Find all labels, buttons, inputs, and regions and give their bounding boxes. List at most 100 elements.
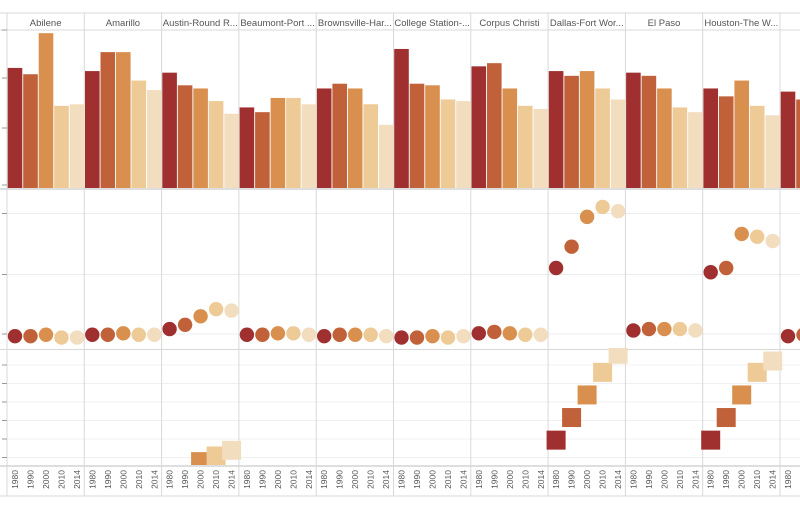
square-mark[interactable]	[222, 441, 241, 460]
circle-mark[interactable]	[255, 328, 269, 342]
bar-mark[interactable]	[487, 63, 502, 188]
square-mark[interactable]	[609, 348, 628, 364]
square-mark[interactable]	[717, 408, 736, 427]
square-mark[interactable]	[578, 385, 597, 404]
square-mark[interactable]	[562, 408, 581, 427]
bar-mark[interactable]	[363, 104, 378, 188]
bar-mark[interactable]	[286, 98, 301, 188]
bar-mark[interactable]	[673, 107, 688, 188]
circle-mark[interactable]	[162, 322, 176, 336]
bar-mark[interactable]	[580, 71, 595, 188]
bar-mark[interactable]	[518, 106, 533, 188]
bar-mark[interactable]	[101, 52, 116, 188]
bar-mark[interactable]	[595, 88, 610, 188]
bar-mark[interactable]	[441, 100, 456, 188]
circle-mark[interactable]	[70, 330, 84, 344]
bar-mark[interactable]	[39, 33, 54, 188]
bar-mark[interactable]	[209, 101, 224, 188]
bar-mark[interactable]	[564, 76, 579, 188]
circle-mark[interactable]	[673, 322, 687, 336]
circle-mark[interactable]	[487, 325, 501, 339]
bar-mark[interactable]	[410, 84, 425, 188]
circle-mark[interactable]	[101, 328, 115, 342]
circle-mark[interactable]	[735, 227, 749, 241]
circle-mark[interactable]	[626, 323, 640, 337]
bar-mark[interactable]	[348, 88, 363, 188]
bar-mark[interactable]	[796, 100, 800, 188]
square-mark[interactable]	[701, 431, 720, 450]
circle-mark[interactable]	[286, 326, 300, 340]
bar-mark[interactable]	[688, 112, 703, 188]
circle-mark[interactable]	[85, 328, 99, 342]
bar-mark[interactable]	[8, 68, 23, 188]
circle-mark[interactable]	[719, 261, 733, 275]
circle-mark[interactable]	[224, 303, 238, 317]
bar-mark[interactable]	[503, 88, 518, 188]
bar-mark[interactable]	[116, 52, 131, 188]
bar-mark[interactable]	[626, 73, 641, 188]
circle-mark[interactable]	[796, 328, 800, 342]
bar-mark[interactable]	[642, 76, 657, 188]
circle-mark[interactable]	[317, 329, 331, 343]
bar-mark[interactable]	[224, 114, 239, 188]
bar-mark[interactable]	[147, 90, 162, 188]
circle-mark[interactable]	[503, 326, 517, 340]
bar-mark[interactable]	[750, 106, 765, 188]
bar-mark[interactable]	[240, 107, 255, 188]
circle-mark[interactable]	[271, 326, 285, 340]
bar-mark[interactable]	[317, 88, 332, 188]
circle-mark[interactable]	[410, 330, 424, 344]
circle-mark[interactable]	[549, 261, 563, 275]
circle-mark[interactable]	[364, 328, 378, 342]
bar-mark[interactable]	[456, 101, 471, 188]
circle-mark[interactable]	[425, 329, 439, 343]
circle-mark[interactable]	[333, 328, 347, 342]
circle-mark[interactable]	[441, 330, 455, 344]
circle-mark[interactable]	[147, 328, 161, 342]
bar-mark[interactable]	[703, 88, 718, 188]
bar-mark[interactable]	[70, 104, 85, 188]
bar-mark[interactable]	[765, 115, 780, 188]
circle-mark[interactable]	[116, 326, 130, 340]
bar-mark[interactable]	[534, 109, 549, 188]
circle-mark[interactable]	[23, 329, 37, 343]
bar-mark[interactable]	[85, 71, 100, 188]
bar-mark[interactable]	[255, 112, 270, 188]
circle-mark[interactable]	[688, 323, 702, 337]
circle-mark[interactable]	[302, 328, 316, 342]
circle-mark[interactable]	[766, 234, 780, 248]
circle-mark[interactable]	[132, 328, 146, 342]
square-mark[interactable]	[763, 352, 782, 371]
bar-mark[interactable]	[394, 49, 409, 188]
bar-mark[interactable]	[734, 81, 749, 188]
bar-mark[interactable]	[719, 96, 734, 188]
circle-mark[interactable]	[394, 330, 408, 344]
circle-mark[interactable]	[534, 328, 548, 342]
circle-mark[interactable]	[193, 309, 207, 323]
circle-mark[interactable]	[781, 329, 795, 343]
circle-mark[interactable]	[178, 318, 192, 332]
square-mark[interactable]	[593, 363, 612, 382]
bar-mark[interactable]	[472, 66, 487, 188]
circle-mark[interactable]	[611, 204, 625, 218]
bar-mark[interactable]	[781, 92, 796, 188]
bar-mark[interactable]	[162, 73, 177, 188]
square-mark[interactable]	[547, 431, 566, 450]
circle-mark[interactable]	[580, 210, 594, 224]
bar-mark[interactable]	[302, 104, 317, 188]
circle-mark[interactable]	[564, 240, 578, 254]
circle-mark[interactable]	[379, 329, 393, 343]
circle-mark[interactable]	[595, 200, 609, 214]
circle-mark[interactable]	[704, 265, 718, 279]
bar-mark[interactable]	[132, 81, 147, 188]
circle-mark[interactable]	[8, 329, 22, 343]
bar-mark[interactable]	[379, 125, 394, 188]
circle-mark[interactable]	[518, 328, 532, 342]
bar-mark[interactable]	[425, 85, 440, 188]
circle-mark[interactable]	[657, 322, 671, 336]
circle-mark[interactable]	[209, 302, 223, 316]
bar-mark[interactable]	[549, 71, 564, 188]
square-mark[interactable]	[732, 385, 751, 404]
circle-mark[interactable]	[750, 230, 764, 244]
circle-mark[interactable]	[642, 322, 656, 336]
